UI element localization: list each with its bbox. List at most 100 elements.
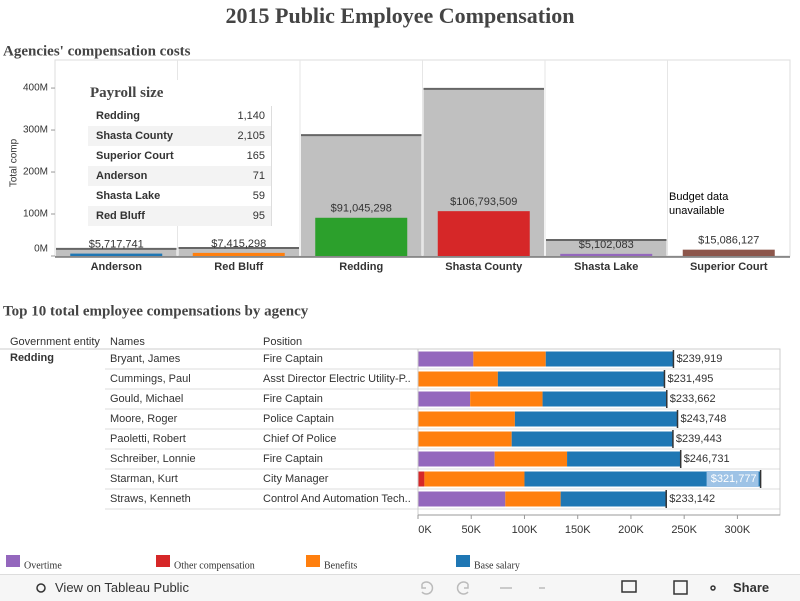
x-tick-label: Shasta Lake [574,261,638,273]
bar-segment [418,451,495,467]
table-label: Shasta County [96,130,174,142]
bar-segment [542,391,667,407]
data-label: $15,086,127 [698,235,759,247]
device-preview[interactable] [621,580,637,593]
table-body: Bryant, James Fire Captain $239,919 Cumming… [105,350,780,510]
position: Chief Of Police [263,433,336,445]
name: Starman, Kurt [110,473,178,485]
x-tick-label: 100K [512,524,538,536]
dashboard-title: 2015 Public Employee Compensation [226,3,575,28]
table-row: Anderson 71 [88,166,272,186]
y-axis-label: Total comp [9,138,20,187]
data-label: $5,717,741 [89,239,144,251]
name: Bryant, James [110,353,181,365]
name: Cummings, Paul [110,373,191,385]
bar-segment [545,351,674,367]
legend-swatch [6,555,20,567]
name: Gould, Michael [110,393,183,405]
table-row: Shasta Lake 59 [88,186,272,206]
y-tick-label: 400M [23,83,48,94]
y-tick-label: 200M [23,167,48,178]
table-row: Red Bluff 95 [88,206,272,226]
data-label: $7,415,298 [211,238,266,250]
label-highlight [706,471,759,487]
table-label: Shasta Lake [96,190,161,202]
bar [560,253,653,256]
x-tick-label: Superior Court [690,261,768,273]
table-label: Redding [96,110,140,122]
bar-segment [511,431,673,447]
bar-segment [418,431,512,447]
bar-segment [514,411,678,427]
y-tick-label: 0M [34,244,48,255]
column-header: Government entity [10,336,100,348]
tableau-icon [36,583,46,593]
bar [682,249,775,256]
data-label: $321,777 [711,473,757,485]
table-label: Red Bluff [96,210,145,222]
dashboard: 2015 Public Employee Compensation Agenci… [0,3,791,571]
bar-segment [418,391,471,407]
x-tick-label: 250K [671,524,697,536]
position: City Manager [263,473,329,485]
legend-label: Other compensation [174,560,255,571]
bar-segment [418,491,506,507]
redo[interactable] [456,581,469,595]
toolbar: View on Tableau Public Share [0,574,800,601]
bar [315,217,408,256]
bar-segment [418,411,515,427]
bar-segment [470,391,543,407]
x-tick-label: 0K [418,524,432,536]
data-label: $239,443 [676,433,722,445]
data-label: $233,662 [670,393,716,405]
legend-swatch [156,555,170,567]
name: Schreiber, Lonnie [110,453,196,465]
table-title: Payroll size [90,85,164,101]
data-label: $91,045,298 [331,203,392,215]
bar-segment [494,451,568,467]
undo[interactable] [421,581,434,595]
column-header: Names [110,336,145,348]
bar-segment [418,471,425,487]
legend-label: Benefits [324,560,357,571]
table-row: Superior Court 165 [88,146,272,166]
name: Straws, Kenneth [110,493,191,505]
table-label: Superior Court [96,150,174,162]
table-row: Redding 1,140 [88,106,272,126]
fullscreen[interactable] [673,580,688,595]
bar [70,253,163,256]
payroll-table: Payroll size Redding 1,140 Shasta County 2,… [88,80,272,226]
position: Fire Captain [263,453,323,465]
chart-title: Agencies' compensation costs [3,43,191,59]
share-button[interactable]: Share [733,580,770,595]
bar-segment [418,371,498,387]
x-tick-label: Shasta County [445,261,523,273]
data-label: $243,748 [681,413,727,425]
table-value: 95 [252,210,265,222]
legend-swatch [456,555,470,567]
position: Control And Automation Tech.. [263,493,411,505]
budget-bar [178,248,299,256]
x-tick-label: 50K [461,524,481,536]
position: Police Captain [263,413,334,425]
toolbar-icons [36,580,716,595]
table-label: Anderson [96,170,148,182]
name: Paoletti, Robert [110,433,186,445]
share-icon[interactable] [710,585,716,591]
bar-segment [505,491,561,507]
column-header: Position [263,336,302,348]
bar-segment [560,491,667,507]
bar-segment [418,351,474,367]
legend-label: Overtime [24,560,62,571]
bar-segment [424,471,525,487]
bar [437,211,530,256]
budget-bar [546,240,667,256]
view-link[interactable]: View on Tableau Public [55,580,189,595]
bar [192,252,285,256]
bar-segment [524,471,761,487]
data-label: $246,731 [684,453,730,465]
annotation: Budget data unavailable [669,191,729,217]
bar-segment [567,451,681,467]
data-label: $239,919 [676,353,722,365]
